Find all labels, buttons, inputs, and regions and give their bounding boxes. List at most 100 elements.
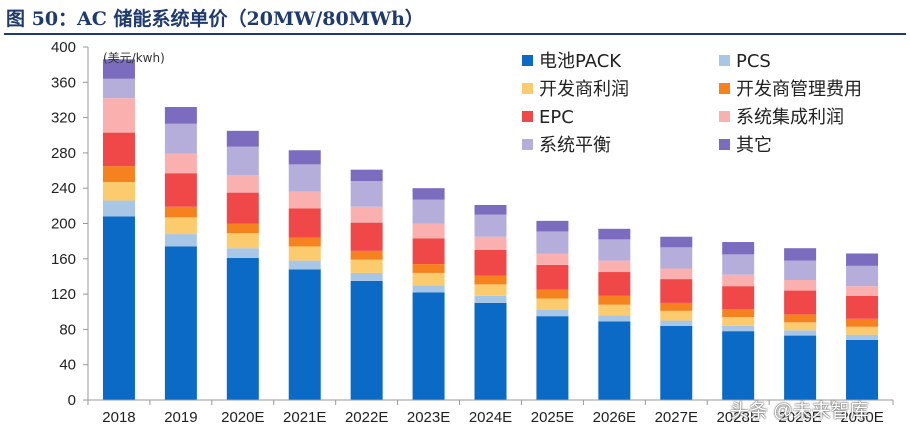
bar-segment	[164, 107, 197, 124]
legend-swatch	[719, 139, 730, 150]
bar-segment	[350, 250, 383, 260]
x-tick-label: 2026E	[593, 409, 636, 426]
y-tick-label: 360	[51, 74, 76, 91]
legend-swatch	[719, 111, 730, 122]
bar-segment	[164, 123, 197, 154]
bar-segment	[846, 326, 879, 335]
bar-segment	[474, 275, 507, 285]
bar-segment	[226, 130, 259, 147]
bar-segment	[474, 249, 507, 276]
legend-swatch	[522, 55, 533, 66]
bar-segment	[226, 233, 259, 249]
bar-segment	[412, 264, 445, 273]
bar-segment	[350, 181, 383, 207]
bar-segment	[598, 304, 631, 316]
bar-segment	[226, 223, 259, 234]
legend-swatch	[522, 111, 533, 122]
bar-segment	[164, 217, 197, 235]
bar-segment	[536, 298, 569, 310]
bar-segment	[288, 150, 321, 165]
bar-segment	[660, 310, 693, 321]
bar-segment	[412, 292, 445, 400]
bar-segment	[412, 238, 445, 265]
bar-segment	[226, 248, 259, 258]
bar-segment	[660, 247, 693, 269]
bar-segment	[598, 260, 631, 273]
bar-segment	[784, 290, 817, 315]
bar-segment	[164, 246, 197, 400]
bar-segment	[660, 325, 693, 400]
bar-segment	[722, 242, 755, 255]
x-tick-label: 2025E	[531, 409, 574, 426]
bar-segment	[598, 321, 631, 400]
bar-segment	[350, 272, 383, 281]
bar-segment	[846, 286, 879, 296]
bar-segment	[846, 339, 879, 400]
bar-segment	[102, 98, 135, 133]
bar-segment	[784, 279, 817, 291]
x-tick-label: 2027E	[655, 409, 698, 426]
bar-segment	[660, 236, 693, 248]
bar-segment	[846, 295, 879, 319]
bar-segment	[102, 182, 135, 201]
bar-segment	[164, 206, 197, 218]
bar-segment	[722, 325, 755, 332]
bar-segment	[474, 236, 507, 250]
x-tick-label: 2028E	[717, 409, 760, 426]
bar-segment	[288, 164, 321, 192]
x-tick-label: 2030E	[840, 409, 883, 426]
legend-label: EPC	[539, 107, 574, 128]
x-tick-label: 2022E	[345, 409, 388, 426]
bar-segment	[474, 214, 507, 237]
bar-segment	[102, 59, 135, 79]
bar-segment	[722, 317, 755, 326]
bar-segment	[288, 237, 321, 247]
bar-segment	[474, 302, 507, 400]
watermark: 头条 @未来智库	[730, 401, 869, 422]
legend-label: 开发商管理费用	[736, 79, 862, 100]
bar-segment	[164, 234, 197, 247]
bar-segment	[226, 146, 259, 175]
bar-segment	[784, 322, 817, 331]
bar-segment	[846, 318, 879, 327]
bar-segment	[412, 285, 445, 293]
bar-segment	[226, 174, 259, 193]
bar-segment	[846, 253, 879, 266]
bar-segment	[164, 153, 197, 174]
bar-segment	[784, 260, 817, 280]
legend-label: 其它	[736, 135, 772, 156]
bar-segment	[722, 274, 755, 287]
bar-segment	[412, 188, 445, 200]
bar-segment	[536, 289, 569, 299]
bar-segment	[660, 268, 693, 280]
y-tick-label: 120	[51, 286, 76, 303]
y-tick-label: 160	[51, 251, 76, 268]
bar-segment	[412, 272, 445, 286]
bar-segment	[350, 280, 383, 400]
bar-segment	[660, 302, 693, 311]
bar-segment	[102, 216, 135, 400]
title-underline	[4, 33, 906, 35]
y-tick-label: 0	[68, 392, 76, 409]
bar-segment	[164, 173, 197, 207]
figure-title: 图 50：AC 储能系统单价（20MW/80MWh）	[6, 8, 424, 30]
x-tick-label: 2020E	[221, 409, 264, 426]
bar-segment	[536, 253, 569, 265]
x-tick-label: 2023E	[407, 409, 450, 426]
bar-segment	[288, 208, 321, 238]
bar-segment	[102, 78, 135, 99]
bar-segment	[722, 286, 755, 310]
bar-segment	[598, 239, 631, 261]
bar-segment	[722, 331, 755, 400]
y-tick-label: 400	[51, 39, 76, 56]
bar-segment	[846, 265, 879, 287]
bar-segment	[536, 264, 569, 290]
bar-segment	[350, 169, 383, 182]
bar-segment	[288, 191, 321, 209]
bar-segment	[102, 132, 135, 167]
y-tick-label: 40	[59, 357, 76, 374]
y-tick-label: 320	[51, 110, 76, 127]
x-tick-label: 2024E	[469, 409, 512, 426]
legend-swatch	[522, 139, 533, 150]
